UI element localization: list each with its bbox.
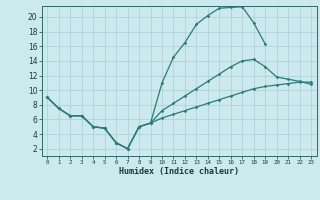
X-axis label: Humidex (Indice chaleur): Humidex (Indice chaleur) xyxy=(119,167,239,176)
